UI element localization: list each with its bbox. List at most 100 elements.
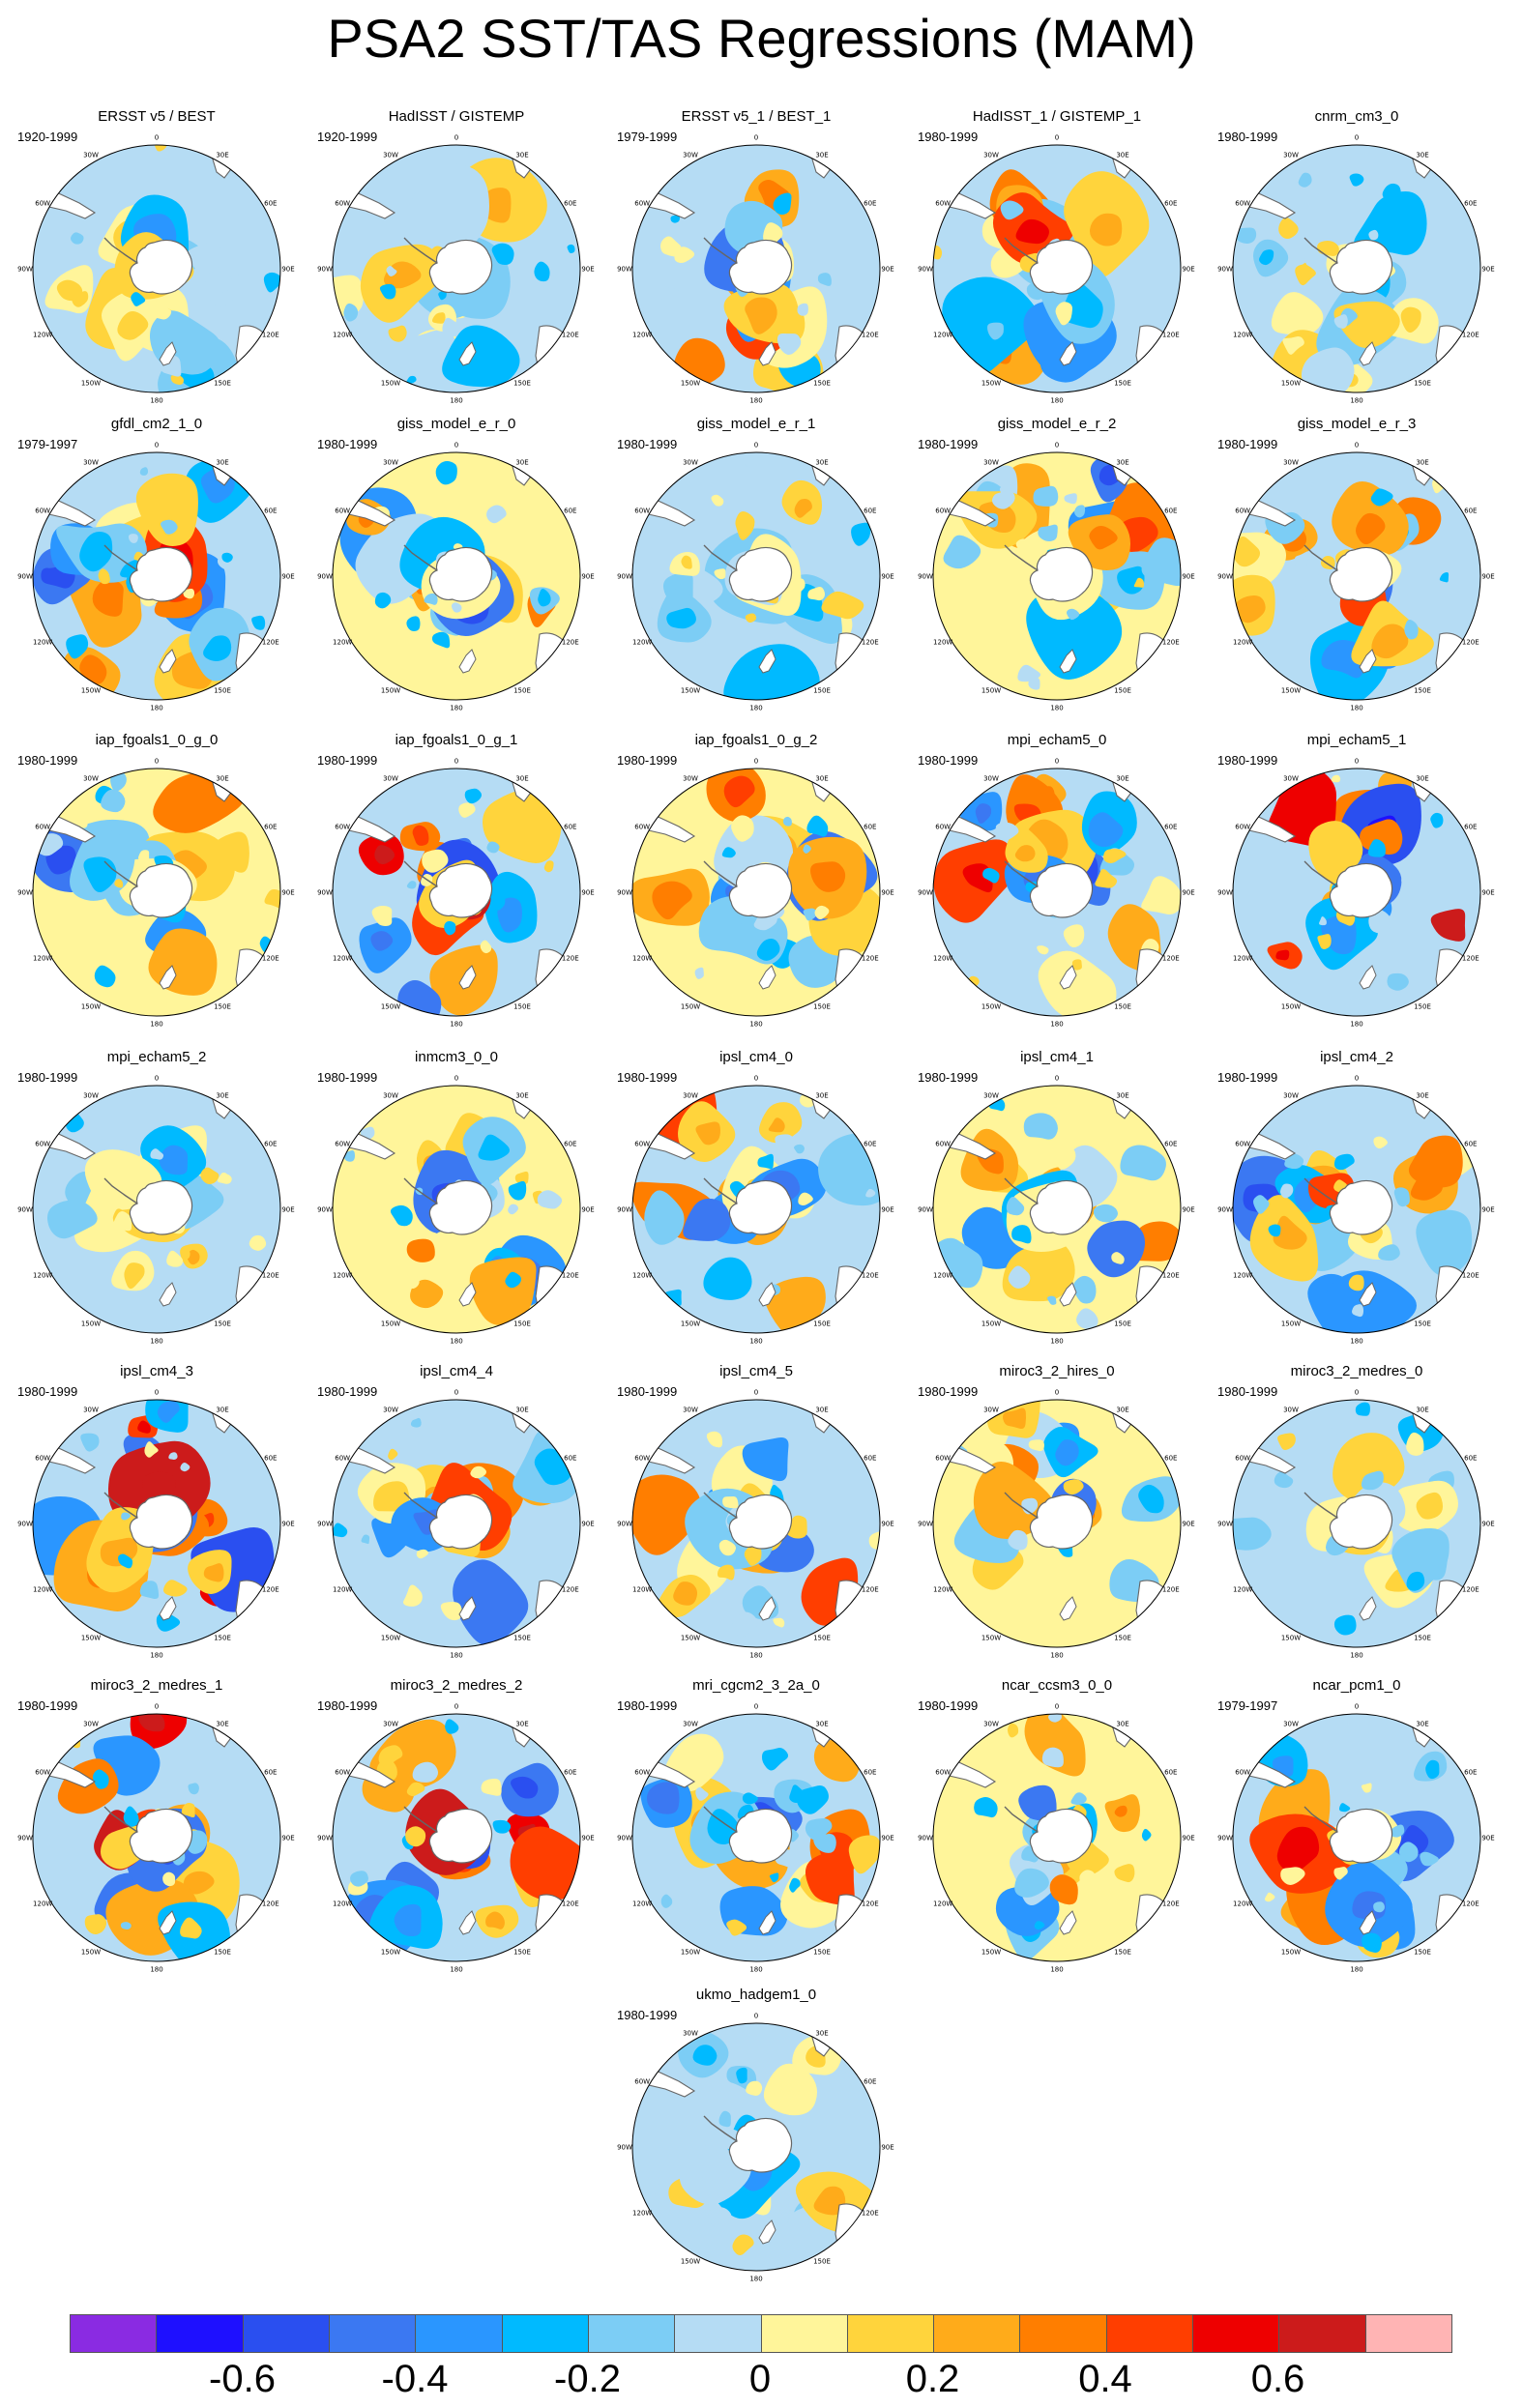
longitude-label: 60W [935, 200, 951, 208]
new-zealand-landmass [758, 649, 776, 674]
longitude-label: 0 [754, 442, 758, 450]
longitude-label: 30W [1283, 1721, 1299, 1728]
antarctica-outline [1329, 546, 1393, 602]
longitude-label: 0 [155, 442, 159, 450]
australia-landmass [1435, 948, 1480, 1016]
polar-stereographic-map: 0 30E 60E 90E 120E 150E 180 150W 120W 90W 60W 30W [617, 2013, 894, 2283]
polar-stereographic-map: 0 30E 60E 90E 120E 150E 180 150W 120W 90W 60W 30W [1217, 134, 1495, 405]
polar-stereographic-map: 0 30E 60E 90E 120E 150E 180 150W 120W 90W 60W 30W [1217, 758, 1495, 1029]
longitude-label: 60W [35, 508, 50, 515]
longitude-label: 90W [918, 1206, 933, 1214]
contour-fill [1141, 876, 1181, 915]
longitude-label: 120W [632, 1900, 652, 1908]
longitude-label: 60W [335, 1769, 350, 1777]
longitude-label: 60E [564, 1141, 576, 1148]
panel-period: 1980-1999 [317, 437, 378, 451]
longitude-label: 120W [1233, 332, 1252, 339]
map-panel: mpi_echam5_2 1980-1999 0 30E 60E 90E 120E 150E 1… [12, 1049, 302, 1356]
longitude-label: 150E [813, 1320, 831, 1327]
contour-fill [510, 1826, 580, 1901]
longitude-label: 30W [1283, 1407, 1299, 1414]
longitude-label: 90E [281, 889, 294, 897]
australia-landmass [835, 325, 880, 392]
australia-landmass [835, 1580, 880, 1647]
longitude-label: 120W [333, 639, 352, 647]
longitude-label: 60E [1464, 1769, 1477, 1777]
panel-title: miroc3_2_medres_2 [390, 1677, 523, 1694]
longitude-label: 30W [983, 1092, 999, 1100]
panel-period: 1920-1999 [17, 130, 78, 144]
longitude-label: 30E [1116, 459, 1128, 467]
antarctica-outline [1029, 1494, 1094, 1550]
panel-title: cnrm_cm3_0 [1314, 108, 1399, 125]
longitude-label: 60W [634, 2078, 650, 2086]
longitude-label: 150E [1414, 1948, 1431, 1956]
longitude-label: 60E [1164, 200, 1177, 208]
longitude-label: 120E [562, 639, 579, 647]
longitude-label: 60W [1235, 1769, 1250, 1777]
colorbar-tick-label: -0.6 [209, 2358, 276, 2400]
longitude-label: 120E [862, 2210, 879, 2218]
contour-fill [683, 1198, 731, 1241]
contour-fill [94, 1096, 148, 1147]
longitude-label: 150E [513, 1634, 531, 1641]
longitude-label: 90W [317, 1206, 333, 1214]
longitude-label: 0 [754, 758, 758, 766]
longitude-label: 60E [264, 1769, 277, 1777]
longitude-label: 150W [1281, 379, 1301, 387]
polar-stereographic-map: 0 30E 60E 90E 120E 150E 180 150W 120W 90W 60W 30W [17, 1703, 295, 1974]
longitude-label: 180 [1350, 1021, 1362, 1029]
longitude-label: 180 [150, 705, 162, 712]
longitude-label: 150E [214, 1948, 231, 1956]
longitude-label: 150W [381, 1320, 400, 1327]
map-panel: giss_model_e_r_1 1980-1999 0 30E 60E 90E 120E 1… [611, 416, 901, 723]
colorbar-segment [761, 2315, 848, 2352]
longitude-label: 0 [1355, 1703, 1359, 1711]
longitude-label: 180 [1350, 1966, 1362, 1974]
longitude-label: 30W [683, 1721, 698, 1728]
longitude-label: 60W [634, 1455, 650, 1463]
antarctica-outline [1029, 239, 1094, 295]
map-panel: ipsl_cm4_5 1980-1999 0 30E 60E 90E 120E 150E 180… [611, 1363, 901, 1670]
longitude-label: 60W [35, 1769, 50, 1777]
longitude-label: 120W [933, 1586, 952, 1594]
contour-fill [796, 1784, 829, 1814]
longitude-label: 30W [983, 1721, 999, 1728]
longitude-label: 60W [935, 1455, 951, 1463]
longitude-label: 60E [264, 200, 277, 208]
panel-title: mri_cgcm2_3_2a_0 [692, 1677, 820, 1694]
longitude-label: 150E [214, 379, 231, 387]
longitude-label: 120W [632, 332, 652, 339]
longitude-label: 120E [562, 955, 579, 963]
longitude-label: 180 [749, 1966, 762, 1974]
longitude-label: 90E [281, 573, 294, 581]
australia-landmass [235, 325, 280, 392]
longitude-label: 90W [1217, 1206, 1233, 1214]
longitude-label: 180 [450, 1021, 462, 1029]
longitude-label: 0 [155, 1389, 159, 1397]
longitude-label: 120W [933, 955, 952, 963]
longitude-label: 180 [1050, 1021, 1063, 1029]
contour-fill [407, 163, 489, 263]
longitude-label: 150E [214, 686, 231, 694]
map-panel: ERSST v5_1 / BEST_1 1979-1999 0 30E 60E 90E 12… [611, 108, 901, 416]
longitude-label: 30E [216, 459, 228, 467]
australia-landmass [835, 1265, 880, 1333]
antarctica-outline [1029, 1808, 1094, 1864]
longitude-label: 120E [1162, 639, 1180, 647]
panel-title: iap_fgoals1_0_g_0 [95, 732, 219, 748]
longitude-label: 150W [1281, 1948, 1301, 1956]
map-panel: iap_fgoals1_0_g_1 1980-1999 0 30E 60E 90E 120E… [311, 732, 601, 1039]
longitude-label: 60W [1235, 508, 1250, 515]
longitude-label: 0 [1055, 1703, 1059, 1711]
longitude-label: 180 [1050, 705, 1063, 712]
longitude-label: 120W [933, 1900, 952, 1908]
longitude-label: 90E [881, 1835, 893, 1842]
contour-fill [1271, 292, 1324, 335]
longitude-label: 120W [33, 955, 52, 963]
longitude-label: 150E [214, 1320, 231, 1327]
panel-period: 1980-1999 [918, 437, 979, 451]
longitude-label: 90W [918, 889, 933, 897]
colorbar-tick-label: -0.2 [554, 2358, 621, 2400]
longitude-label: 90W [1217, 889, 1233, 897]
